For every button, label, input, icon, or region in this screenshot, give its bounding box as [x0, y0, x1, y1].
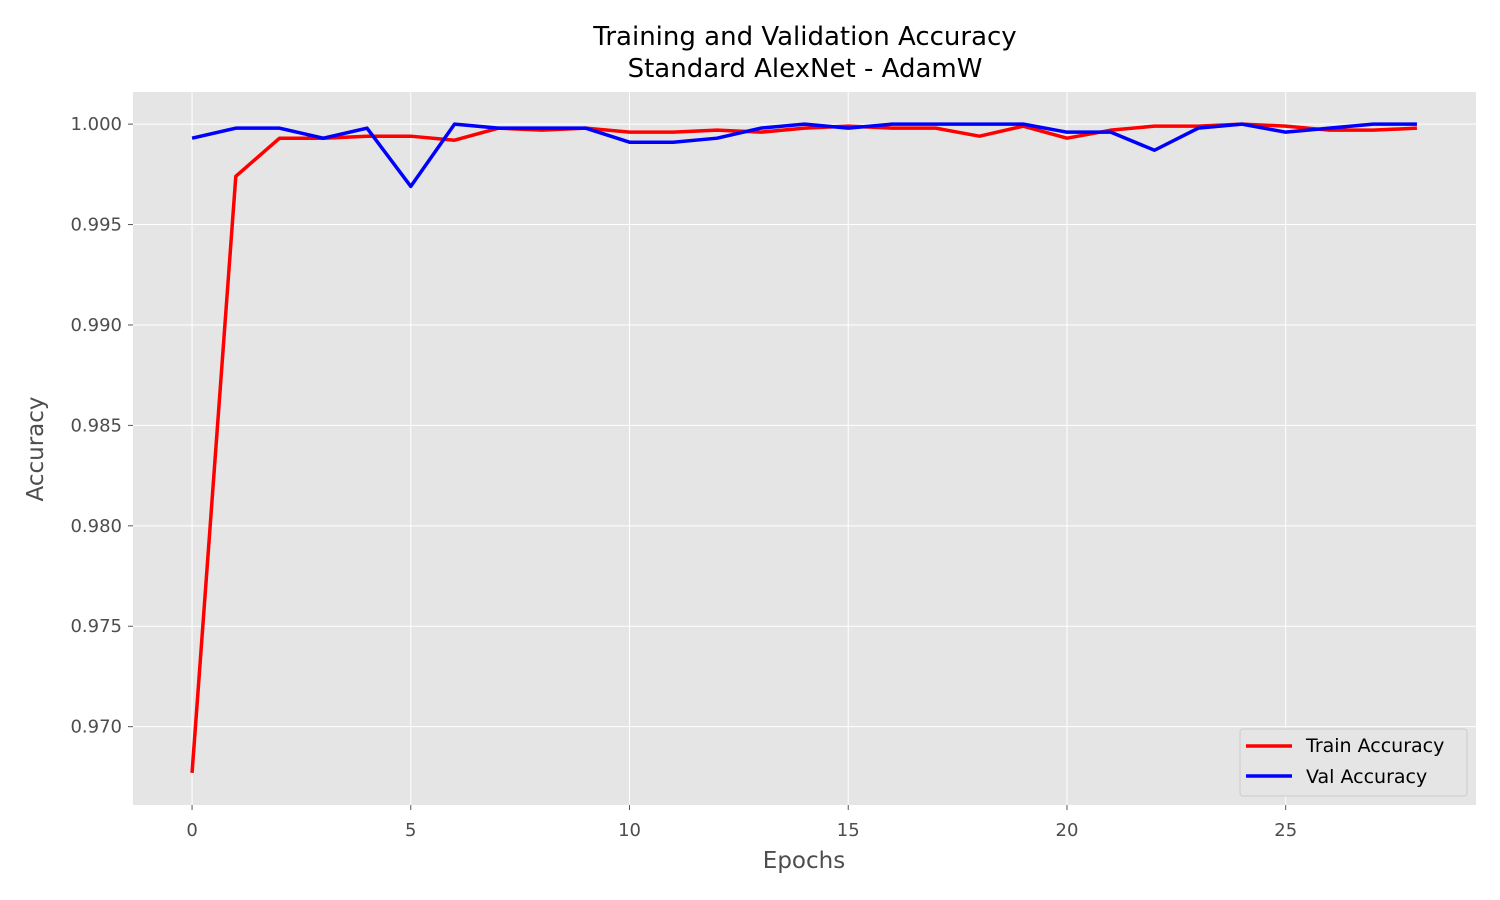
x-tick-label: 20 — [1056, 820, 1079, 841]
chart-subtitle: Standard AlexNet - AdamW — [628, 54, 983, 84]
x-tick-label: 15 — [837, 820, 860, 841]
y-tick-label: 1.000 — [70, 114, 122, 135]
y-axis-label: Accuracy — [23, 396, 49, 501]
y-axis-ticks: 0.970 0.975 0.980 0.985 0.990 0.995 1.000 — [70, 114, 133, 738]
legend: Train Accuracy Val Accuracy — [1239, 728, 1468, 797]
y-tick-label: 0.970 — [70, 717, 122, 738]
y-tick-label: 0.975 — [70, 616, 122, 637]
y-tick-label: 0.995 — [70, 215, 122, 236]
x-axis-ticks: 0 5 10 15 20 25 — [186, 805, 1297, 841]
legend-label-train: Train Accuracy — [1305, 735, 1444, 757]
x-tick-label: 25 — [1274, 820, 1297, 841]
chart-title: Training and Validation Accuracy — [592, 22, 1016, 52]
legend-box — [1239, 728, 1468, 797]
plot-area — [133, 92, 1476, 805]
val-accuracy-line — [191, 122, 1417, 189]
y-tick-label: 0.990 — [70, 315, 122, 336]
x-tick-label: 5 — [405, 820, 416, 841]
x-tick-label: 10 — [618, 820, 641, 841]
y-tick-label: 0.980 — [70, 516, 122, 537]
y-tick-label: 0.985 — [70, 415, 122, 436]
x-tick-label: 0 — [186, 820, 197, 841]
series-lines — [190, 122, 1418, 773]
x-axis-label: Epochs — [763, 848, 845, 874]
legend-label-val: Val Accuracy — [1306, 766, 1427, 788]
